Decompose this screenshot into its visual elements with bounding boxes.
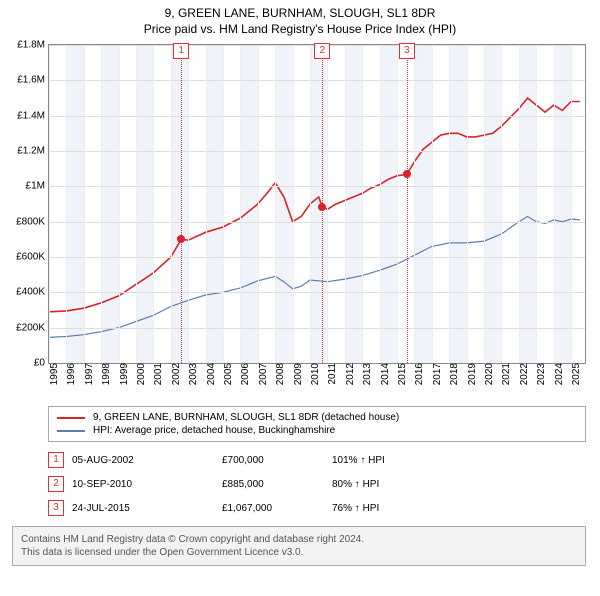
event-row: 2 10-SEP-2010 £885,000 80% ↑ HPI [48, 472, 586, 496]
event-pct: 76% ↑ HPI [332, 503, 586, 514]
x-axis-label: 2020 [484, 363, 495, 385]
title-address: 9, GREEN LANE, BURNHAM, SLOUGH, SL1 8DR [0, 6, 600, 20]
footer-line2: This data is licensed under the Open Gov… [21, 546, 577, 559]
event-tag: 1 [48, 452, 64, 468]
marker-flag: 1 [173, 43, 189, 59]
chart-titles: 9, GREEN LANE, BURNHAM, SLOUGH, SL1 8DR … [0, 6, 600, 36]
x-axis-label: 2014 [380, 363, 391, 385]
events-table: 1 05-AUG-2002 £700,000 101% ↑ HPI 2 10-S… [48, 448, 586, 520]
x-axis-label: 1996 [66, 363, 77, 385]
legend-item-hpi: HPI: Average price, detached house, Buck… [57, 424, 577, 437]
x-axis-label: 1998 [101, 363, 112, 385]
marker-flag: 3 [399, 43, 415, 59]
sale-dot [177, 235, 185, 243]
x-axis-label: 2019 [467, 363, 478, 385]
x-axis-label: 2006 [240, 363, 251, 385]
plot-area: £0£200K£400K£600K£800K£1M£1.2M£1.4M£1.6M… [48, 44, 586, 364]
legend-swatch-property [57, 417, 85, 419]
x-axis-label: 2010 [310, 363, 321, 385]
title-subtitle: Price paid vs. HM Land Registry's House … [0, 22, 600, 36]
footer-attribution: Contains HM Land Registry data © Crown c… [12, 526, 586, 566]
event-date: 24-JUL-2015 [72, 503, 222, 514]
y-axis-label: £0 [34, 358, 45, 369]
y-axis-label: £1.8M [17, 40, 45, 51]
legend-label-hpi: HPI: Average price, detached house, Buck… [93, 425, 335, 436]
sale-dot [403, 170, 411, 178]
marker-flag: 2 [314, 43, 330, 59]
event-row: 3 24-JUL-2015 £1,067,000 76% ↑ HPI [48, 496, 586, 520]
x-axis-label: 1997 [84, 363, 95, 385]
x-axis-label: 2005 [223, 363, 234, 385]
legend-label-property: 9, GREEN LANE, BURNHAM, SLOUGH, SL1 8DR … [93, 412, 399, 423]
line-series-svg [49, 45, 585, 363]
x-axis-label: 2000 [136, 363, 147, 385]
event-row: 1 05-AUG-2002 £700,000 101% ↑ HPI [48, 448, 586, 472]
y-axis-label: £1.2M [17, 146, 45, 157]
x-axis-label: 1999 [119, 363, 130, 385]
x-axis-label: 2025 [571, 363, 582, 385]
y-axis-label: £1M [26, 181, 45, 192]
x-axis-label: 2021 [501, 363, 512, 385]
footer-line1: Contains HM Land Registry data © Crown c… [21, 533, 577, 546]
event-tag: 2 [48, 476, 64, 492]
event-tag: 3 [48, 500, 64, 516]
y-axis-label: £800K [16, 216, 45, 227]
event-price: £700,000 [222, 455, 332, 466]
event-pct: 101% ↑ HPI [332, 455, 586, 466]
event-date: 10-SEP-2010 [72, 479, 222, 490]
legend-swatch-hpi [57, 430, 85, 432]
chart-container: 9, GREEN LANE, BURNHAM, SLOUGH, SL1 8DR … [0, 6, 600, 566]
y-axis-label: £600K [16, 252, 45, 263]
x-axis-label: 2015 [397, 363, 408, 385]
x-axis-label: 2017 [432, 363, 443, 385]
x-axis-label: 2007 [258, 363, 269, 385]
x-axis-label: 2009 [293, 363, 304, 385]
x-axis-label: 2024 [554, 363, 565, 385]
x-axis-label: 2012 [345, 363, 356, 385]
event-price: £885,000 [222, 479, 332, 490]
event-pct: 80% ↑ HPI [332, 479, 586, 490]
x-axis-label: 2013 [362, 363, 373, 385]
x-axis-label: 2016 [414, 363, 425, 385]
y-axis-label: £200K [16, 322, 45, 333]
y-axis-label: £1.4M [17, 110, 45, 121]
y-axis-label: £400K [16, 287, 45, 298]
event-price: £1,067,000 [222, 503, 332, 514]
legend-item-property: 9, GREEN LANE, BURNHAM, SLOUGH, SL1 8DR … [57, 411, 577, 424]
y-axis-label: £1.6M [17, 75, 45, 86]
sale-dot [318, 203, 326, 211]
x-axis-label: 2001 [153, 363, 164, 385]
x-axis-label: 2004 [206, 363, 217, 385]
x-axis-label: 2003 [188, 363, 199, 385]
x-axis-label: 1995 [49, 363, 60, 385]
x-axis-label: 2002 [171, 363, 182, 385]
legend: 9, GREEN LANE, BURNHAM, SLOUGH, SL1 8DR … [48, 406, 586, 442]
x-axis-label: 2008 [275, 363, 286, 385]
x-axis-label: 2011 [327, 363, 338, 385]
x-axis-label: 2023 [536, 363, 547, 385]
x-axis-label: 2022 [519, 363, 530, 385]
x-axis-label: 2018 [449, 363, 460, 385]
event-date: 05-AUG-2002 [72, 455, 222, 466]
